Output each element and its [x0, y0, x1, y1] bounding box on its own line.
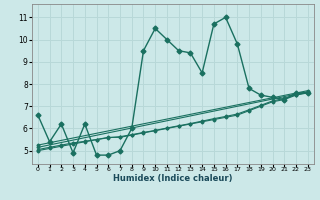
- X-axis label: Humidex (Indice chaleur): Humidex (Indice chaleur): [113, 174, 233, 183]
